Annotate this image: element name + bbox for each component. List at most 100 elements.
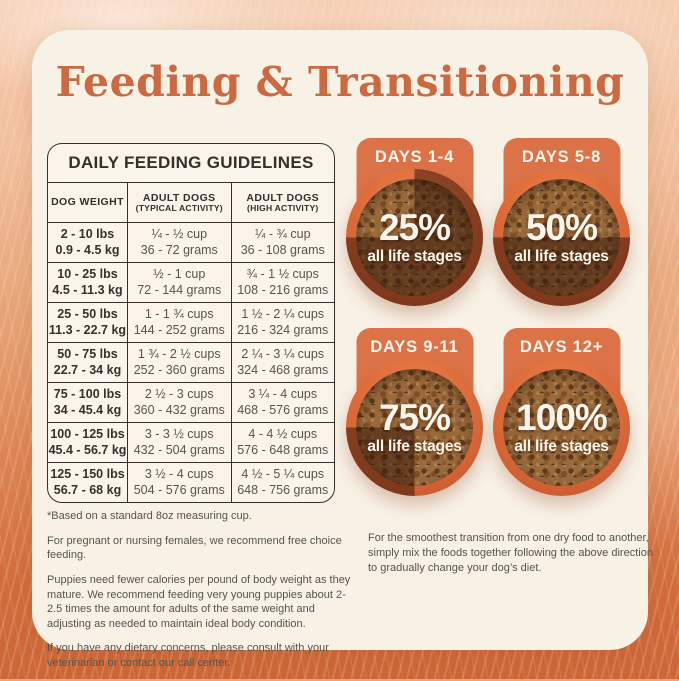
- days-label: DAYS 5-8: [521, 148, 602, 166]
- high-grams: 108 - 216 grams: [237, 282, 329, 297]
- high-grams: 468 - 576 grams: [237, 402, 329, 417]
- kibble-bowl: 100% all life stages: [493, 359, 630, 496]
- typical-cups: ½ - 1 cup: [153, 267, 206, 282]
- transition-step: DAYS 1-4 25% all life stages: [346, 138, 483, 306]
- footnote: For pregnant or nursing females, we reco…: [47, 534, 342, 562]
- high-grams: 36 - 108 grams: [240, 242, 325, 257]
- footnotes: *Based on a standard 8oz measuring cup. F…: [47, 509, 355, 681]
- table-body: 2 - 10 lbs 0.9 - 4.5 kg ¼ - ½ cup 36 - 7…: [48, 223, 334, 502]
- percent-label: 75%: [378, 397, 451, 438]
- mix-ratio-shade: [346, 169, 483, 306]
- percent-label: 100%: [516, 397, 608, 438]
- column-label: ADULT DOGS: [142, 191, 216, 204]
- table-row: 75 - 100 lbs 34 - 45.4 kg 2 ½ - 3 cups 3…: [48, 382, 334, 422]
- life-stages-label: all life stages: [514, 438, 609, 455]
- high-grams: 216 - 324 grams: [237, 322, 329, 337]
- typical-grams: 72 - 144 grams: [137, 282, 222, 297]
- weight-kg: 45.4 - 56.7 kg: [48, 442, 127, 457]
- footnote: Puppies need fewer calories per pound of…: [47, 573, 351, 630]
- info-card: Feeding & Transitioning DAILY FEEDING GU…: [32, 30, 653, 669]
- table-row: 50 - 75 lbs 22.7 - 34 kg 1 ¾ - 2 ½ cups …: [48, 342, 334, 382]
- typical-cups: 3 - 3 ½ cups: [144, 427, 214, 442]
- column-sublabel: (HIGH ACTIVITY): [247, 202, 319, 213]
- typical-grams: 360 - 432 grams: [133, 402, 225, 417]
- mix-ratio-shade: [493, 359, 630, 496]
- typical-grams: 144 - 252 grams: [133, 322, 225, 337]
- cell-high-activity: ¼ - ¾ cup 36 - 108 grams: [230, 223, 335, 262]
- days-label: DAYS 1-4: [374, 148, 455, 166]
- weight-lbs: 100 - 125 lbs: [50, 427, 125, 442]
- transition-note: For the smoothest transition from one dr…: [368, 532, 653, 575]
- typical-grams: 252 - 360 grams: [133, 362, 225, 377]
- cell-dog-weight: 125 - 150 lbs 56.7 - 68 kg: [48, 463, 127, 502]
- transition-steps: DAYS 1-4 25% all life stages DAYS 5-8 50…: [346, 138, 630, 496]
- cell-high-activity: 2 ¼ - 3 ¼ cups 324 - 468 grams: [230, 343, 335, 382]
- weight-lbs: 125 - 150 lbs: [50, 467, 125, 482]
- cell-dog-weight: 100 - 125 lbs 45.4 - 56.7 kg: [48, 423, 127, 462]
- weight-kg: 56.7 - 68 kg: [53, 482, 122, 497]
- weight-kg: 4.5 - 11.3 kg: [52, 282, 123, 297]
- high-cups: 3 ¼ - 4 cups: [248, 387, 318, 402]
- cell-high-activity: 4 ½ - 5 ¼ cups 648 - 756 grams: [230, 463, 335, 502]
- typical-grams: 432 - 504 grams: [133, 442, 225, 457]
- high-cups: ¾ - 1 ½ cups: [246, 267, 319, 282]
- transition-step: DAYS 9-11 75% all life stages: [346, 328, 483, 496]
- table-row: 25 - 50 lbs 11.3 - 22.7 kg 1 - 1 ¾ cups …: [48, 302, 334, 342]
- mix-ratio-shade: [493, 169, 630, 306]
- bowl-text: 25% all life stages: [346, 169, 483, 306]
- cell-typical-activity: 3 ½ - 4 cups 504 - 576 grams: [127, 463, 231, 502]
- high-grams: 576 - 648 grams: [237, 442, 329, 457]
- column-sublabel: (TYPICAL ACTIVITY): [135, 202, 223, 213]
- column-header-dog-weight: DOG WEIGHT: [48, 183, 127, 222]
- table-title: DAILY FEEDING GUIDELINES: [48, 144, 334, 183]
- cell-high-activity: 3 ¼ - 4 cups 468 - 576 grams: [230, 383, 335, 422]
- days-label: DAYS 12+: [519, 338, 604, 356]
- weight-kg: 22.7 - 34 kg: [53, 362, 122, 377]
- transition-step: DAYS 5-8 50% all life stages: [493, 138, 630, 306]
- bowl-text: 75% all life stages: [346, 359, 483, 496]
- cell-typical-activity: ¼ - ½ cup 36 - 72 grams: [127, 223, 231, 262]
- typical-cups: 1 ¾ - 2 ½ cups: [137, 347, 221, 362]
- life-stages-label: all life stages: [367, 438, 462, 455]
- footnote: *Based on a standard 8oz measuring cup.: [47, 510, 252, 522]
- column-header-typical-activity: ADULT DOGS (TYPICAL ACTIVITY): [127, 183, 231, 222]
- weight-kg: 0.9 - 4.5 kg: [55, 242, 120, 257]
- cell-typical-activity: 1 - 1 ¾ cups 144 - 252 grams: [127, 303, 231, 342]
- table-header-row: DOG WEIGHT ADULT DOGS (TYPICAL ACTIVITY)…: [48, 183, 334, 223]
- percent-label: 50%: [525, 207, 598, 248]
- cell-typical-activity: ½ - 1 cup 72 - 144 grams: [127, 263, 231, 302]
- percent-label: 25%: [378, 207, 451, 248]
- column-label: ADULT DOGS: [246, 191, 320, 204]
- cell-dog-weight: 10 - 25 lbs 4.5 - 11.3 kg: [48, 263, 127, 302]
- table-row: 10 - 25 lbs 4.5 - 11.3 kg ½ - 1 cup 72 -…: [48, 262, 334, 302]
- cell-typical-activity: 3 - 3 ½ cups 432 - 504 grams: [127, 423, 231, 462]
- weight-lbs: 10 - 25 lbs: [57, 267, 118, 282]
- high-cups: 4 - 4 ½ cups: [248, 427, 318, 442]
- page-title: Feeding & Transitioning: [55, 58, 625, 106]
- weight-lbs: 50 - 75 lbs: [57, 347, 118, 362]
- high-grams: 324 - 468 grams: [237, 362, 329, 377]
- mix-ratio-shade: [346, 359, 483, 496]
- cell-high-activity: 1 ½ - 2 ¼ cups 216 - 324 grams: [230, 303, 335, 342]
- typical-cups: ¼ - ½ cup: [151, 227, 208, 242]
- table-row: 100 - 125 lbs 45.4 - 56.7 kg 3 - 3 ½ cup…: [48, 422, 334, 462]
- column-header-high-activity: ADULT DOGS (HIGH ACTIVITY): [230, 183, 335, 222]
- life-stages-label: all life stages: [367, 248, 462, 265]
- high-cups: 4 ½ - 5 ¼ cups: [241, 467, 325, 482]
- transition-step: DAYS 12+ 100% all life stages: [493, 328, 630, 496]
- table-row: 2 - 10 lbs 0.9 - 4.5 kg ¼ - ½ cup 36 - 7…: [48, 223, 334, 262]
- typical-cups: 3 ½ - 4 cups: [144, 467, 214, 482]
- daily-feeding-table: DAILY FEEDING GUIDELINES DOG WEIGHT ADUL…: [47, 143, 335, 503]
- cell-dog-weight: 50 - 75 lbs 22.7 - 34 kg: [48, 343, 127, 382]
- bowl-text: 100% all life stages: [493, 359, 630, 496]
- high-cups: 2 ¼ - 3 ¼ cups: [241, 347, 325, 362]
- weight-kg: 34 - 45.4 kg: [53, 402, 122, 417]
- cell-dog-weight: 2 - 10 lbs 0.9 - 4.5 kg: [48, 223, 127, 262]
- life-stages-label: all life stages: [514, 248, 609, 265]
- high-cups: ¼ - ¾ cup: [254, 227, 311, 242]
- high-cups: 1 ½ - 2 ¼ cups: [241, 307, 325, 322]
- kibble-bowl: 50% all life stages: [493, 169, 630, 306]
- cell-typical-activity: 1 ¾ - 2 ½ cups 252 - 360 grams: [127, 343, 231, 382]
- bowl-text: 50% all life stages: [493, 169, 630, 306]
